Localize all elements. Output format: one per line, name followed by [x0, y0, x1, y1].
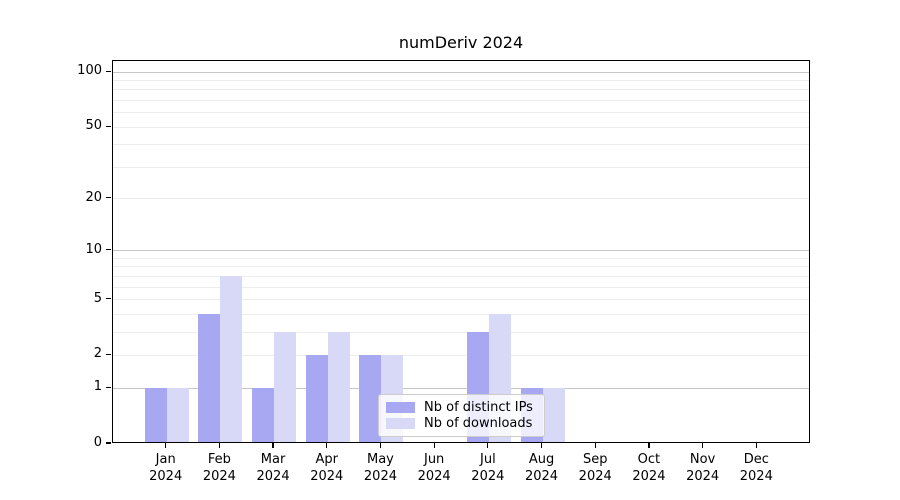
y-tick-label-2: 2	[93, 346, 102, 362]
y-tick-label-1: 1	[93, 379, 102, 395]
y-tick-mark-2	[106, 353, 111, 356]
gridline-9	[113, 257, 809, 259]
legend: Nb of distinct IPs Nb of downloads	[378, 394, 545, 437]
y-tick-mark-0	[106, 442, 111, 444]
gridline-20	[113, 198, 809, 200]
gridline-7	[113, 275, 809, 277]
x-tick-mark-oct	[648, 443, 650, 448]
bar-distinct-ips-apr	[305, 355, 328, 442]
plot-area	[112, 60, 810, 443]
legend-item-downloads: Nb of downloads	[386, 416, 535, 431]
legend-item-distinct-ips: Nb of distinct IPs	[386, 400, 535, 415]
gridline-6	[113, 286, 809, 288]
x-tick-label-jul: Jul 2024	[471, 452, 505, 484]
y-tick-label-100: 100	[77, 63, 102, 79]
x-tick-label-aug: Aug 2024	[524, 452, 559, 484]
y-tick-label-10: 10	[85, 241, 102, 257]
y-tick-mark-100	[106, 70, 111, 72]
legend-swatch-downloads-icon	[386, 418, 415, 429]
gridline-60	[113, 112, 809, 114]
x-tick-mark-dec	[755, 443, 757, 448]
legend-label-downloads: Nb of downloads	[424, 416, 533, 431]
legend-swatch-distinct-ips-icon	[386, 402, 415, 413]
x-tick-mark-jun	[433, 443, 435, 448]
bar-distinct-ips-feb	[198, 314, 221, 442]
x-tick-label-sep: Sep 2024	[578, 452, 612, 484]
bar-distinct-ips-may	[359, 355, 382, 442]
x-tick-mark-sep	[594, 443, 596, 448]
y-tick-mark-1	[106, 386, 111, 388]
gridline-2	[113, 354, 809, 356]
x-tick-label-feb: Feb 2024	[202, 452, 236, 484]
gridline-3	[113, 331, 809, 333]
gridline-100	[113, 71, 809, 73]
gridline-80	[113, 89, 809, 91]
bar-downloads-feb	[220, 276, 243, 442]
bar-downloads-mar	[274, 332, 297, 442]
x-tick-label-may: May 2024	[363, 452, 397, 484]
y-tick-label-20: 20	[85, 189, 102, 205]
gridline-1	[113, 387, 809, 389]
x-tick-label-oct: Oct 2024	[632, 452, 666, 484]
y-tick-mark-20	[106, 197, 111, 199]
bar-downloads-jan	[166, 388, 189, 442]
y-tick-mark-5	[106, 298, 111, 300]
x-tick-label-apr: Apr 2024	[310, 452, 344, 484]
x-tick-mark-jul	[487, 443, 489, 448]
gridline-10	[113, 250, 809, 252]
plot-wrapper: 0 1 2 5 10 20 50 100 Jan 2024 Feb 2024 Mar 2024 Ap…	[77, 60, 810, 484]
gridline-5	[113, 299, 809, 301]
gridline-30	[113, 166, 809, 168]
y-tick-label-5: 5	[93, 290, 102, 306]
y-tick-mark-50	[106, 125, 111, 127]
x-tick-label-jan: Jan 2024	[149, 452, 183, 484]
x-tick-label-dec: Dec 2024	[739, 452, 773, 484]
gridline-50	[113, 126, 809, 128]
gridline-70	[113, 100, 809, 102]
x-tick-mark-nov	[702, 443, 704, 448]
x-tick-label-jun: Jun 2024	[417, 452, 451, 484]
y-tick-mark-10	[106, 249, 111, 251]
x-tick-label-mar: Mar 2024	[256, 452, 290, 484]
gridline-90	[113, 80, 809, 82]
x-tick-mark-jan	[165, 443, 167, 448]
bar-distinct-ips-jan	[144, 388, 167, 442]
y-tick-label-50: 50	[85, 118, 102, 134]
chart-title: numDeriv 2024	[398, 33, 524, 52]
x-tick-mark-mar	[272, 443, 274, 448]
x-tick-mark-may	[379, 443, 382, 448]
bar-downloads-apr	[327, 332, 350, 442]
x-tick-mark-feb	[218, 443, 220, 448]
x-tick-mark-aug	[540, 443, 543, 448]
gridline-40	[113, 144, 809, 146]
bar-downloads-aug	[542, 388, 565, 442]
bar-distinct-ips-mar	[252, 388, 275, 442]
y-tick-label-0: 0	[93, 435, 102, 450]
x-tick-mark-apr	[326, 443, 328, 448]
gridline-4	[113, 313, 809, 315]
x-tick-label-nov: Nov 2024	[686, 452, 720, 484]
gridline-8	[113, 266, 809, 268]
legend-label-distinct-ips: Nb of distinct IPs	[424, 400, 533, 415]
